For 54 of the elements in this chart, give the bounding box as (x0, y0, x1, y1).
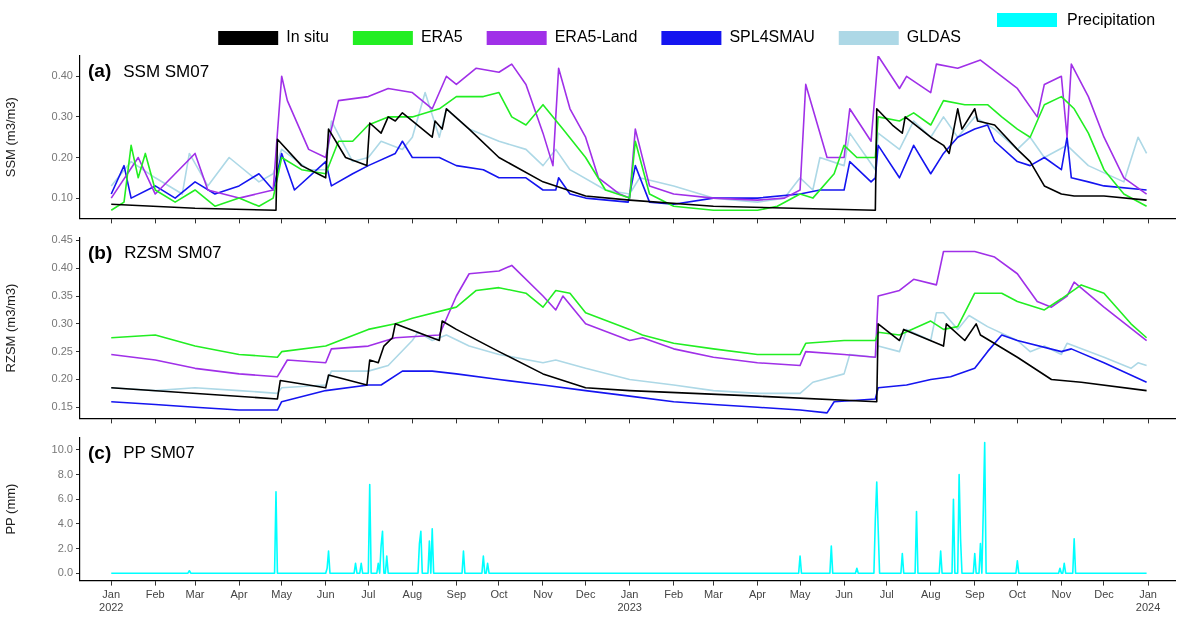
y-tick-label: 8.0 (57, 467, 73, 480)
y-tick-label: 0.25 (51, 344, 73, 357)
legend-label: Precipitation (1067, 10, 1156, 30)
y-tick-label: 10.0 (51, 442, 73, 455)
y-tick-label: 0.0 (57, 566, 73, 579)
x-tick-label: Nov (533, 588, 554, 601)
x-tick-label: Sep (964, 588, 985, 601)
y-tick-label: 2.0 (57, 541, 73, 554)
y-tick-label: 0.20 (51, 150, 73, 163)
x-tick-label: Dec (1094, 588, 1115, 601)
chart-title: (a) SSM SM07 (88, 60, 210, 82)
legend-label: SPL4SMAU (729, 28, 815, 46)
chart-title: (b) RZSM SM07 (88, 241, 222, 263)
x-tick-label: Dec (575, 588, 596, 601)
x-tick-label: May (789, 588, 811, 601)
chart-title: (c) PP SM07 (88, 441, 195, 463)
x-tick-label: Feb (664, 588, 684, 601)
x-tick-label: Nov (1051, 588, 1072, 601)
y-tick-label: 0.40 (51, 261, 73, 274)
y-tick-label: 0.10 (51, 191, 73, 204)
legend-label: In situ (286, 28, 329, 46)
x-tick-label: Sep (446, 588, 467, 601)
x-tick-label: Apr (230, 588, 248, 601)
x-tick-label: Jul (361, 588, 376, 601)
x-tick-label: May (271, 588, 293, 601)
x-tick-label: Oct (1008, 588, 1026, 601)
y-tick-label: 0.35 (51, 289, 73, 302)
x-tick-label: Oct (490, 588, 508, 601)
y-tick-label: 0.30 (51, 109, 73, 122)
x-tick-label: Feb (145, 588, 165, 601)
y-tick-label: 0.40 (51, 69, 73, 82)
y-tick-label: 0.45 (51, 233, 73, 246)
x-tick-label: Mar (703, 588, 724, 601)
y-axis-title: SSM (m3/m3) (3, 97, 19, 178)
legend-label: ERA5-Land (554, 28, 638, 46)
y-axis-title: RZSM (m3/m3) (3, 283, 19, 373)
x-tick-label: Jul (879, 588, 894, 601)
x-tick-label: Apr (748, 588, 767, 601)
x-tick-label: Jun (316, 588, 335, 601)
x-tick-label: Jan 2024 (1135, 588, 1161, 614)
y-tick-label: 6.0 (57, 492, 73, 505)
y-tick-label: 0.30 (51, 316, 73, 329)
x-tick-label: Jun (835, 588, 853, 601)
x-tick-label: Jan 2023 (617, 588, 642, 614)
y-tick-label: 4.0 (57, 516, 73, 529)
y-tick-label: 0.20 (51, 372, 73, 385)
x-tick-label: Mar (185, 588, 205, 601)
x-tick-label: Jan 2022 (99, 588, 124, 614)
x-tick-label: Aug (402, 588, 423, 601)
legend-label: GLDAS (906, 28, 962, 46)
y-axis-title: PP (mm) (3, 483, 19, 535)
legend-label: ERA5 (420, 28, 463, 46)
y-tick-label: 0.15 (51, 400, 73, 413)
x-tick-label: Aug (920, 588, 941, 601)
